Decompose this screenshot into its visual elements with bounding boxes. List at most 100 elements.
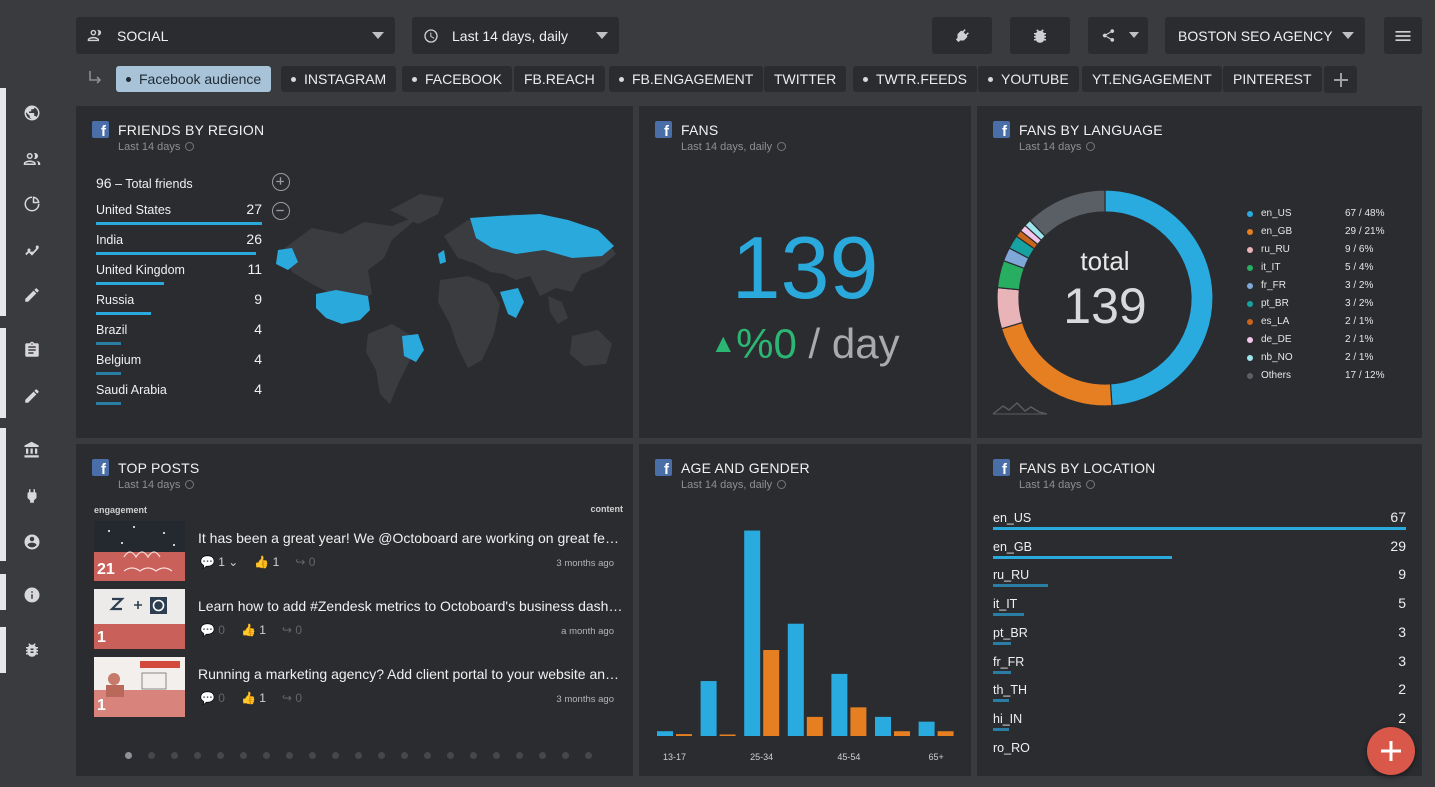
add-widget-button[interactable] xyxy=(1367,727,1415,775)
age-bar[interactable] xyxy=(831,673,848,736)
legend-item[interactable]: en_GB 29 / 21% xyxy=(1247,226,1387,244)
post-text[interactable]: Learn how to add #Zendesk metrics to Oct… xyxy=(198,598,623,614)
age-bar[interactable] xyxy=(806,716,823,736)
language-donut-chart[interactable] xyxy=(995,188,1215,408)
edit-icon[interactable] xyxy=(23,286,41,304)
pagination-dot[interactable] xyxy=(355,752,362,759)
location-row[interactable]: it_IT 5 xyxy=(993,595,1406,617)
account-select[interactable]: BOSTON SEO AGENCY xyxy=(1165,17,1365,54)
pagination-dot[interactable] xyxy=(539,752,546,759)
donut-slice[interactable] xyxy=(1000,321,1113,407)
pagination-dot[interactable] xyxy=(263,752,270,759)
legend-item[interactable]: fr_FR 3 / 2% xyxy=(1247,280,1387,298)
region-row[interactable]: Russia 9 xyxy=(96,291,262,315)
clipboard-icon[interactable] xyxy=(23,341,41,359)
post-thumbnail[interactable]: 1 xyxy=(94,657,185,717)
region-row[interactable]: Brazil 4 xyxy=(96,321,262,345)
region-row[interactable]: India 26 xyxy=(96,231,262,255)
pagination-dot[interactable] xyxy=(447,752,454,759)
integrations-button[interactable] xyxy=(932,17,992,54)
region-row[interactable]: Belgium 4 xyxy=(96,351,262,375)
post-text[interactable]: It has been a great year! We @Octoboard … xyxy=(198,530,624,546)
people-icon[interactable] xyxy=(23,150,41,168)
tab-pinterest[interactable]: PINTEREST xyxy=(1223,66,1322,92)
location-row[interactable]: th_TH 2 xyxy=(993,681,1406,703)
info-icon[interactable] xyxy=(23,586,41,604)
post-item[interactable]: 1 Running a marketing agency? Add client… xyxy=(94,657,624,717)
pagination-dot[interactable] xyxy=(286,752,293,759)
pagination-dot[interactable] xyxy=(562,752,569,759)
region-row[interactable]: Saudi Arabia 4 xyxy=(96,381,262,405)
age-bar[interactable] xyxy=(763,650,780,736)
age-bar[interactable] xyxy=(937,731,954,736)
age-bar[interactable] xyxy=(676,734,692,736)
post-item[interactable]: 1 Learn how to add #Zendesk metrics to O… xyxy=(94,589,624,649)
pagination-dot[interactable] xyxy=(240,752,247,759)
tab-twtr-feeds[interactable]: TWTR.FEEDS xyxy=(853,66,977,92)
legend-item[interactable]: es_LA 2 / 1% xyxy=(1247,316,1387,334)
plug-icon[interactable] xyxy=(23,487,41,505)
region-row[interactable]: United States 27 xyxy=(96,201,262,225)
add-tab-button[interactable] xyxy=(1324,66,1357,93)
trend-icon[interactable] xyxy=(23,241,41,259)
age-bar[interactable] xyxy=(875,716,891,736)
zoom-in-button[interactable] xyxy=(272,173,290,191)
tab-yt-engagement[interactable]: YT.ENGAGEMENT xyxy=(1082,66,1222,92)
region-row[interactable]: United Kingdom 11 xyxy=(96,261,262,285)
pagination-dot[interactable] xyxy=(378,752,385,759)
tab-facebook[interactable]: FACEBOOK xyxy=(402,66,513,92)
pagination-dot[interactable] xyxy=(493,752,500,759)
legend-item[interactable]: Others 17 / 12% xyxy=(1247,370,1387,388)
legend-item[interactable]: ru_RU 9 / 6% xyxy=(1247,244,1387,262)
post-thumbnail[interactable]: 21 xyxy=(94,521,185,581)
location-row[interactable]: fr_FR 3 xyxy=(993,653,1406,674)
age-bar[interactable] xyxy=(918,721,935,736)
zoom-out-button[interactable] xyxy=(272,202,290,220)
tab-fb-engagement[interactable]: FB.ENGAGEMENT xyxy=(609,66,764,92)
tab-fb-reach[interactable]: FB.REACH xyxy=(514,66,605,92)
location-row[interactable]: pt_BR 3 xyxy=(993,624,1406,645)
legend-item[interactable]: it_IT 5 / 4% xyxy=(1247,262,1387,280)
legend-item[interactable]: en_US 67 / 48% xyxy=(1247,208,1387,226)
age-bar[interactable] xyxy=(744,530,761,736)
tab-youtube[interactable]: YOUTUBE xyxy=(978,66,1079,92)
pagination-dot[interactable] xyxy=(148,752,155,759)
menu-button[interactable] xyxy=(1384,17,1422,54)
account-icon[interactable] xyxy=(23,533,41,551)
tab-twitter[interactable]: TWITTER xyxy=(764,66,847,92)
legend-item[interactable]: pt_BR 3 / 2% xyxy=(1247,298,1387,316)
pagination-dot[interactable] xyxy=(424,752,431,759)
location-row[interactable]: ru_RU 9 xyxy=(993,566,1406,588)
pagination-dot[interactable] xyxy=(217,752,224,759)
debug-button[interactable] xyxy=(1010,17,1070,54)
pagination-dot[interactable] xyxy=(516,752,523,759)
location-row[interactable]: hi_IN 2 xyxy=(993,710,1406,731)
age-bar[interactable] xyxy=(850,707,867,736)
age-bar[interactable] xyxy=(894,731,910,736)
age-bar[interactable] xyxy=(787,623,804,736)
age-bar[interactable] xyxy=(719,734,736,737)
world-map[interactable] xyxy=(272,184,624,412)
date-range-select[interactable]: Last 14 days, daily xyxy=(412,17,619,54)
legend-item[interactable]: nb_NO 2 / 1% xyxy=(1247,352,1387,370)
post-text[interactable]: Running a marketing agency? Add client p… xyxy=(198,666,624,682)
pagination-dot[interactable] xyxy=(194,752,201,759)
legend-item[interactable]: de_DE 2 / 1% xyxy=(1247,334,1387,352)
bank-icon[interactable] xyxy=(23,441,41,459)
tab-instagram[interactable]: INSTAGRAM xyxy=(281,66,397,92)
edit-icon[interactable] xyxy=(23,387,41,405)
age-bar[interactable] xyxy=(657,731,673,736)
donut-slice[interactable] xyxy=(1029,189,1106,238)
age-gender-chart[interactable]: 13-17 25-34 45-54 65+ xyxy=(639,504,971,766)
post-thumbnail[interactable]: 1 xyxy=(94,589,185,649)
bug-icon[interactable] xyxy=(23,641,41,659)
pagination-dot[interactable] xyxy=(309,752,316,759)
pagination-dot[interactable] xyxy=(171,752,178,759)
location-row[interactable]: en_US 67 xyxy=(993,509,1406,530)
pagination-dot[interactable] xyxy=(470,752,477,759)
location-row[interactable]: en_GB 29 xyxy=(993,538,1406,559)
location-row[interactable]: ro_RO xyxy=(993,741,1406,755)
tab-facebook-audience[interactable]: Facebook audience xyxy=(116,66,272,92)
pagination-dot[interactable] xyxy=(125,752,132,759)
globe-icon[interactable] xyxy=(23,104,41,122)
